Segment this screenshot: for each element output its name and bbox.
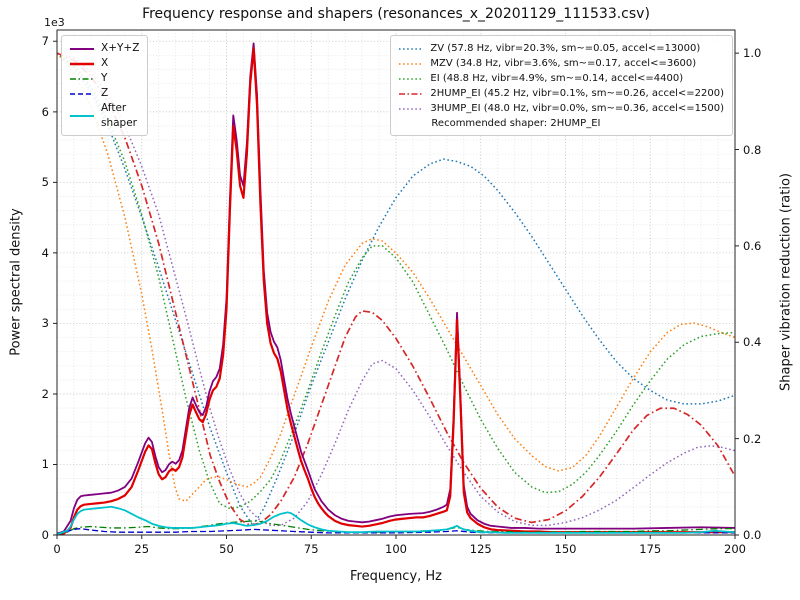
legend-shaper-rows: ZV (57.8 Hz, vibr=20.3%, sm~=0.05, accel… [398,41,724,116]
y-tick-label-left: 2 [41,386,49,401]
legend-label: 2HUMP_EI (45.2 Hz, vibr=0.1%, sm~=0.26, … [430,88,724,99]
legend-sample-line [70,115,94,117]
y-tick-label-right: 0.8 [743,142,762,157]
y-tick-label-left: 3 [41,316,49,331]
legend-sample-line [399,47,424,50]
legend-shapers: ZV (57.8 Hz, vibr=20.3%, sm~=0.05, accel… [390,35,733,136]
legend-sample-line [70,62,94,65]
legend-label: After shaper [101,102,138,129]
legend-psd: X+Y+Z X Y Z After shaper [61,35,149,136]
y-axis-offset-label: 1e3 [44,16,65,29]
x-tick-label: 150 [554,542,577,556]
x-axis-label: Frequency, Hz [349,569,443,584]
x-tick-label: 0 [53,542,61,556]
legend-sample-line [399,62,424,65]
x-tick-label: 200 [724,542,746,556]
legend-label: Z [101,87,109,99]
x-tick-label: 75 [303,542,319,556]
y-tick-label-left: 6 [41,104,49,119]
y-tick-label-right: 0.2 [743,431,762,446]
legend-label: 3HUMP_EI (48.0 Hz, vibr=0.0%, sm~=0.36, … [430,103,724,114]
legend-label: ZV (57.8 Hz, vibr=20.3%, sm~=0.05, accel… [430,43,701,54]
legend-label: MZV (34.8 Hz, vibr=3.6%, sm~=0.17, accel… [430,58,697,69]
y-tick-label-right: 0.4 [743,335,762,350]
y-tick-label-left: 4 [41,245,49,260]
y-axis-label-left: Power spectral density [8,208,24,356]
y-tick-label-right: 1.0 [743,46,762,61]
x-tick-label: 25 [134,542,150,556]
legend-sample-line [70,47,94,50]
legend-sample-line [399,77,424,80]
y-tick-label-right: 0.6 [743,238,762,253]
legend-row: X+Y+Z [69,41,139,56]
y-tick-label-left: 5 [41,175,49,190]
recommended-shaper-note: Recommended shaper: 2HUMP_EI [431,118,601,129]
x-tick-label: 175 [639,542,662,556]
x-tick-label: 50 [219,542,234,556]
legend-row: 3HUMP_EI (48.0 Hz, vibr=0.0%, sm~=0.36, … [398,101,724,116]
y-tick-label-left: 0 [41,528,49,542]
legend-row: EI (48.8 Hz, vibr=4.9%, sm~=0.14, accel<… [398,71,724,86]
legend-sample-line [399,107,424,110]
y-tick-label-left: 7 [41,34,49,49]
legend-row: 2HUMP_EI (45.2 Hz, vibr=0.1%, sm~=0.26, … [398,86,724,101]
legend-row: Y [69,71,139,86]
x-tick-label: 100 [385,542,407,556]
legend-row: Z [69,86,139,101]
y-axis-label-right: Shaper vibration reduction (ratio) [778,173,794,391]
legend-label: X+Y+Z [101,42,140,54]
legend-sample-line [399,92,424,95]
legend-label: X [101,57,109,69]
y-tick-label-left: 1 [41,457,49,472]
legend-row: X [69,56,139,71]
legend-row: MZV (34.8 Hz, vibr=3.6%, sm~=0.17, accel… [398,56,724,71]
legend-sample-line [70,77,94,80]
legend-sample-line [70,92,94,95]
chart-title: Frequency response and shapers (resonanc… [142,6,650,22]
x-tick-label: 125 [469,542,492,556]
y-tick-label-right: 0.0 [743,528,762,542]
legend-row: ZV (57.8 Hz, vibr=20.3%, sm~=0.05, accel… [398,41,724,56]
legend-label: Y [101,72,108,84]
legend-label: EI (48.8 Hz, vibr=4.9%, sm~=0.14, accel<… [430,73,684,84]
legend-row: After shaper [69,101,139,131]
